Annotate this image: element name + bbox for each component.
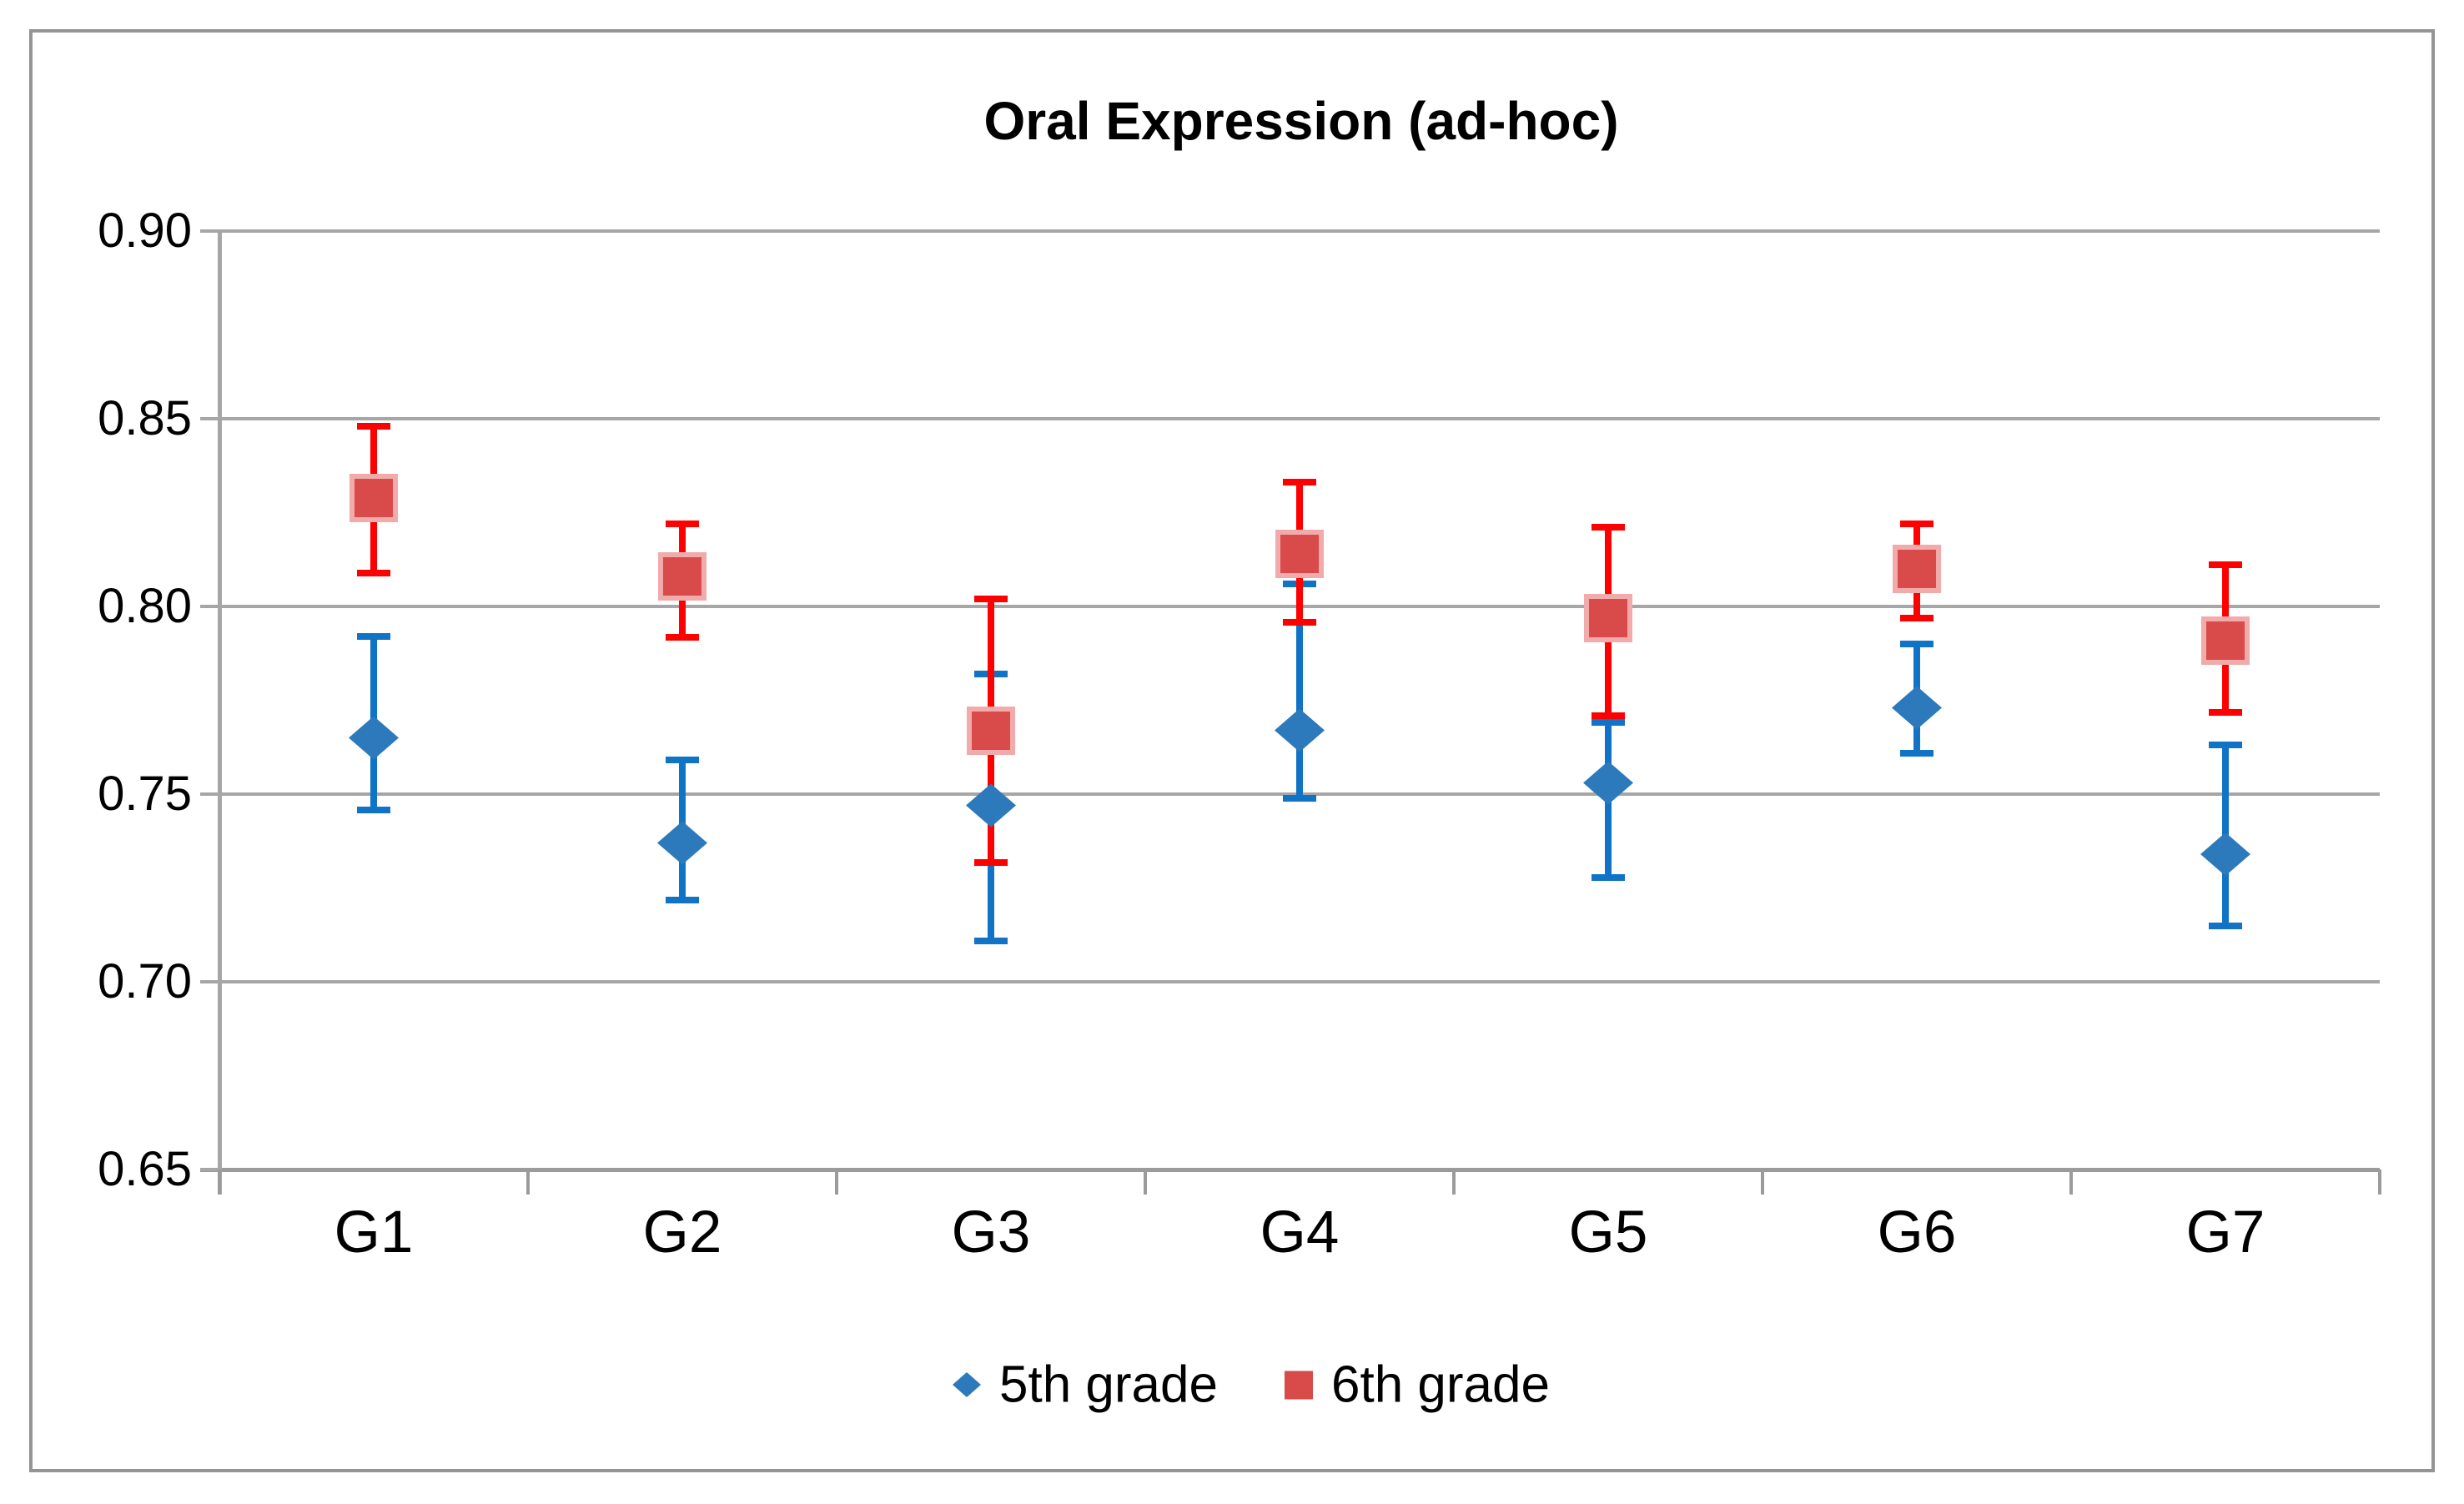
data-point-diamond-g1: [349, 716, 399, 760]
error-bar-line: [1296, 580, 1303, 802]
x-axis-tick: [218, 1169, 221, 1195]
error-bar-cap: [974, 938, 1008, 944]
data-point-diamond-g2: [657, 821, 707, 865]
y-tick-label: 0.80: [98, 579, 192, 633]
data-point-square-g6: [1893, 545, 1941, 593]
y-tick-label: 0.85: [98, 391, 192, 445]
legend: 5th grade 6th grade: [953, 1356, 1550, 1415]
error-bar-cap: [2209, 561, 2242, 568]
legend-item-6th-grade: 6th grade: [1285, 1356, 1550, 1415]
error-bar-cap: [357, 570, 390, 576]
error-bar-cap: [2209, 923, 2242, 929]
data-point-square-g1: [349, 473, 398, 522]
data-point-square-g2: [658, 552, 707, 601]
error-bar-cap: [2209, 742, 2242, 748]
error-bar-cap: [1592, 873, 1625, 881]
error-bar-cap: [666, 633, 699, 641]
data-point-diamond-g6: [1892, 686, 1942, 730]
legend-item-5th-grade: 5th grade: [953, 1356, 1218, 1415]
data-point-square-g5: [1584, 593, 1632, 642]
square-marker-icon: [1285, 1371, 1313, 1399]
data-point-diamond-g5: [1583, 761, 1633, 805]
data-point-square-g3: [967, 706, 1015, 755]
error-bar-cap: [357, 422, 390, 430]
y-tick-label: 0.75: [98, 767, 192, 821]
x-tick-label: G1: [334, 1200, 414, 1265]
y-tick-label: 0.90: [98, 204, 192, 258]
gridline: [219, 417, 2380, 420]
data-point-square-g4: [1275, 530, 1324, 578]
data-point-diamond-g4: [1275, 708, 1325, 752]
legend-label: 5th grade: [999, 1356, 1218, 1414]
error-bar-cap: [2209, 708, 2242, 716]
error-bar-cap: [974, 595, 1008, 602]
error-bar-cap: [1900, 750, 1933, 757]
gridline: [219, 229, 2380, 233]
y-axis-tick: [200, 980, 220, 983]
x-tick-label: G7: [2185, 1200, 2265, 1265]
error-bar-cap: [1592, 712, 1625, 719]
y-axis-tick: [200, 229, 220, 233]
x-axis-tick: [1761, 1169, 1764, 1195]
x-axis-tick: [2378, 1169, 2381, 1195]
error-bar-cap: [974, 858, 1008, 866]
x-axis-line: [200, 1168, 2380, 1172]
diamond-marker-icon: [953, 1372, 981, 1397]
error-bar-cap: [357, 806, 390, 813]
data-point-diamond-g7: [2200, 832, 2250, 876]
x-axis-tick: [2069, 1169, 2073, 1195]
error-bar-cap: [1283, 618, 1316, 626]
error-bar-cap: [1592, 719, 1625, 726]
error-bar-cap: [666, 896, 699, 903]
x-tick-label: G4: [1260, 1200, 1340, 1265]
figure-border: [29, 29, 2435, 1472]
data-point-diamond-g3: [966, 783, 1016, 827]
error-bar-cap: [666, 520, 699, 527]
error-bar-cap: [1900, 520, 1933, 527]
y-axis-line: [218, 231, 222, 1195]
error-bar-cap: [1283, 795, 1316, 802]
x-axis-tick: [1452, 1169, 1456, 1195]
error-bar-cap: [1592, 524, 1625, 531]
x-tick-label: G5: [1568, 1200, 1648, 1265]
y-axis-tick: [200, 417, 220, 420]
x-axis-tick: [1144, 1169, 1147, 1195]
error-bar-cap: [666, 757, 699, 763]
error-bar-cap: [1900, 640, 1933, 647]
data-point-square-g7: [2201, 616, 2250, 665]
y-axis-tick: [200, 605, 220, 608]
x-axis-tick: [526, 1169, 530, 1195]
error-bar-cap: [1283, 479, 1316, 485]
x-tick-label: G3: [951, 1200, 1031, 1265]
x-tick-label: G2: [642, 1200, 722, 1265]
x-axis-tick: [835, 1169, 838, 1195]
y-tick-label: 0.70: [98, 954, 192, 1009]
y-axis-tick: [200, 792, 220, 796]
x-tick-label: G6: [1877, 1200, 1957, 1265]
y-axis-tick: [200, 1168, 220, 1171]
chart-title: Oral Expression (ad-hoc): [983, 91, 1619, 151]
gridline: [219, 980, 2380, 983]
error-bar-cap: [1900, 615, 1933, 621]
legend-label: 6th grade: [1331, 1356, 1550, 1414]
error-bar-cap: [357, 632, 390, 640]
y-tick-label: 0.65: [98, 1142, 192, 1196]
